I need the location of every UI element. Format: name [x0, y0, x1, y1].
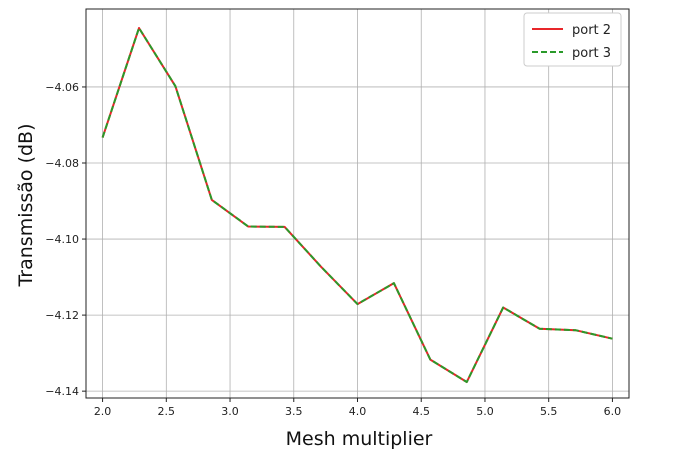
- y-tick-label: −4.08: [45, 157, 79, 170]
- x-tick-label: 4.0: [349, 405, 367, 418]
- x-tick-label: 4.5: [412, 405, 430, 418]
- x-tick-label: 5.0: [476, 405, 494, 418]
- x-axis-ticks: 2.0 2.5 3.0 3.5 4.0 4.5 5.0 5.5 6.0: [94, 398, 621, 418]
- series-line-port-3: [101, 27, 613, 384]
- y-tick-label: −4.14: [45, 385, 79, 398]
- y-axis-title: Transmissão (dB): [15, 123, 37, 287]
- y-tick-label: −4.12: [45, 309, 79, 322]
- legend-label-port-2: port 2: [572, 23, 611, 38]
- x-tick-label: 2.0: [94, 405, 112, 418]
- x-tick-label: 2.5: [158, 405, 176, 418]
- x-tick-label: 6.0: [604, 405, 622, 418]
- x-tick-label: 3.5: [285, 405, 303, 418]
- x-tick-label: 3.0: [221, 405, 239, 418]
- legend-box: [523, 12, 622, 67]
- y-tick-label: −4.06: [45, 81, 79, 94]
- x-tick-label: 5.5: [540, 405, 558, 418]
- y-tick-label: −4.10: [45, 233, 79, 246]
- legend: port 2 port 3: [523, 12, 622, 67]
- grid-lines: [86, 9, 629, 398]
- x-axis-title: Mesh multiplier: [286, 428, 433, 450]
- y-axis-ticks: −4.14 −4.12 −4.10 −4.08 −4.06: [45, 81, 86, 398]
- series-lines: [101, 27, 613, 384]
- legend-label-port-3: port 3: [572, 46, 611, 61]
